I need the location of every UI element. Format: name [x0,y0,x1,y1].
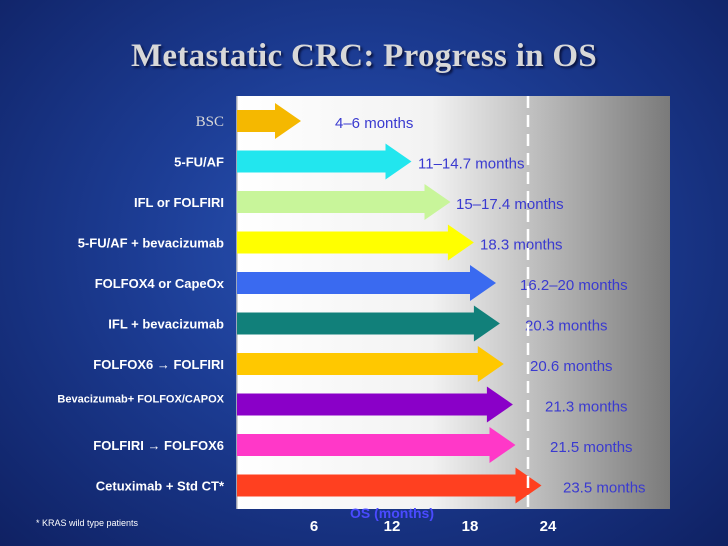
bar-arrow [237,427,516,463]
category-label: IFL or FOLFIRI [134,195,224,210]
value-label: 21.5 months [550,439,633,456]
value-label: 18.3 months [480,237,563,254]
value-label: 23.5 months [563,480,646,497]
footnote: * KRAS wild type patients [36,518,139,528]
value-label: 15–17.4 months [456,196,564,213]
bar-arrow [237,467,542,504]
bar-arrow [237,305,500,342]
category-label: FOLFIRI → FOLFOX6 [93,438,224,453]
bar-arrow [237,265,496,301]
category-label: 5-FU/AF + bevacizumab [78,236,224,251]
bar-arrow [237,143,412,180]
value-label: 21.3 months [545,399,628,416]
x-tick-label: 12 [384,518,401,535]
value-label: 20.3 months [525,318,608,335]
x-tick-label: 6 [310,518,318,535]
bar-arrow [237,386,513,423]
x-tick-label: 18 [462,518,479,535]
category-label: FOLFOX4 or CapeOx [95,276,225,291]
slide-title: Metastatic CRC: Progress in OS [130,38,598,74]
category-label: IFL + bevacizumab [108,317,224,332]
x-axis-label: OS (months) [350,505,434,521]
bar-arrow [237,184,451,220]
value-label: 4–6 months [335,115,413,132]
bar-arrow [237,224,474,261]
bar-arrow [237,103,301,139]
value-label: 11–14.7 months [418,156,524,173]
value-label: 20.6 months [530,358,613,375]
category-label: Bevacizumab+ FOLFOX/CAPOX [57,394,224,406]
category-label: FOLFOX6 → FOLFIRI [93,357,224,372]
value-label: 16.2–20 months [520,277,628,294]
bar-arrow [237,346,504,382]
category-label: Cetuximab + Std CT* [96,479,225,494]
x-tick-label: 24 [540,518,557,535]
category-label: 5-FU/AF [174,155,224,170]
category-label: BSC [196,114,224,130]
